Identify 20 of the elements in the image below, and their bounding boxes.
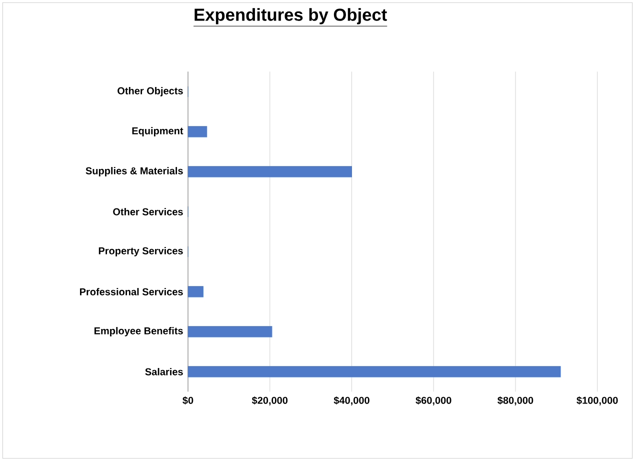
bar bbox=[188, 366, 561, 378]
x-tick-label: $100,000 bbox=[576, 396, 618, 406]
x-tick-label: $40,000 bbox=[334, 396, 370, 406]
bar bbox=[188, 326, 272, 338]
y-tick-label: Supplies & Materials bbox=[86, 167, 183, 176]
bar bbox=[188, 286, 204, 298]
y-tick-label: Property Services bbox=[98, 247, 183, 256]
y-tick-label: Employee Benefits bbox=[94, 327, 183, 336]
y-tick-label: Other Services bbox=[113, 208, 183, 216]
y-tick-label: Equipment bbox=[132, 127, 184, 136]
x-tick-label: $60,000 bbox=[416, 396, 452, 406]
bar bbox=[188, 126, 208, 138]
x-tick-label: $80,000 bbox=[498, 396, 534, 406]
y-tick-label: Other Objects bbox=[118, 87, 183, 96]
y-tick-label: Salaries bbox=[145, 368, 183, 376]
y-tick-label: Professional Services bbox=[80, 288, 183, 296]
bar bbox=[188, 166, 352, 178]
chart-title: Expenditures by Object bbox=[194, 8, 387, 24]
x-tick-label: $0 bbox=[182, 396, 194, 405]
x-tick-label: $20,000 bbox=[252, 396, 288, 406]
